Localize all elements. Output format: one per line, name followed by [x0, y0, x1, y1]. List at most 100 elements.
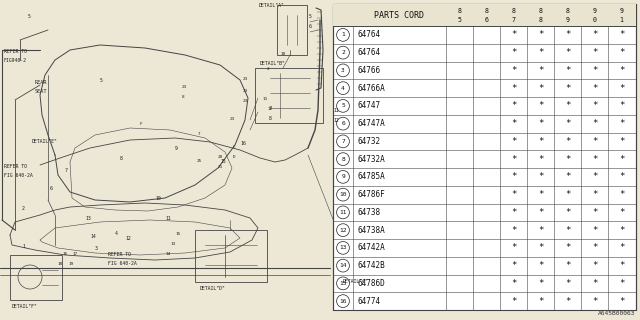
Text: 11: 11 — [339, 210, 347, 215]
Text: *: * — [511, 155, 516, 164]
Text: 15: 15 — [220, 159, 226, 164]
Text: *: * — [538, 279, 543, 288]
Text: 9: 9 — [593, 8, 596, 13]
Text: *: * — [511, 66, 516, 75]
Text: 10: 10 — [339, 192, 347, 197]
Text: 5: 5 — [341, 103, 345, 108]
Text: 3: 3 — [95, 246, 98, 251]
Text: *: * — [619, 244, 624, 252]
Text: *: * — [511, 208, 516, 217]
Text: 6: 6 — [50, 186, 53, 191]
Text: 64764: 64764 — [357, 48, 380, 57]
Text: *: * — [592, 190, 597, 199]
Text: 64766A: 64766A — [357, 84, 385, 92]
Text: DETAIL"C": DETAIL"C" — [343, 279, 369, 284]
Text: 4: 4 — [115, 231, 118, 236]
Text: *: * — [538, 190, 543, 199]
Text: 16: 16 — [240, 141, 246, 146]
Text: *: * — [511, 261, 516, 270]
Bar — [333, 4, 636, 26]
Text: *: * — [538, 101, 543, 110]
Text: *: * — [619, 279, 624, 288]
Text: *: * — [592, 48, 597, 57]
Text: *: * — [565, 279, 570, 288]
Text: 8: 8 — [269, 116, 272, 121]
Text: *: * — [592, 155, 597, 164]
Text: 8: 8 — [484, 8, 488, 13]
Text: *: * — [592, 101, 597, 110]
Text: *: * — [619, 155, 624, 164]
Text: 64786F: 64786F — [357, 190, 385, 199]
Text: *: * — [565, 244, 570, 252]
Text: 8: 8 — [538, 8, 543, 13]
Text: 2: 2 — [267, 67, 269, 71]
Text: *: * — [619, 48, 624, 57]
Bar — [0, 0, 332, 320]
Text: *: * — [619, 172, 624, 181]
Text: *: * — [565, 119, 570, 128]
Text: 64764: 64764 — [357, 30, 380, 39]
Text: 6: 6 — [484, 17, 488, 23]
Text: *: * — [619, 66, 624, 75]
Text: 16: 16 — [62, 252, 67, 256]
Text: *: * — [538, 297, 543, 306]
Text: 15: 15 — [339, 281, 347, 286]
Text: 12: 12 — [125, 236, 131, 241]
Text: *: * — [619, 137, 624, 146]
Text: 64742B: 64742B — [357, 261, 385, 270]
Text: *: * — [565, 208, 570, 217]
Text: *: * — [538, 119, 543, 128]
Text: 64742A: 64742A — [357, 244, 385, 252]
Text: *: * — [565, 261, 570, 270]
Text: 13: 13 — [170, 242, 175, 246]
Text: 1: 1 — [341, 32, 345, 37]
Text: 64785A: 64785A — [357, 172, 385, 181]
Text: *: * — [565, 137, 570, 146]
Text: F: F — [140, 122, 143, 126]
Text: 12: 12 — [339, 228, 347, 233]
Text: FIG 640-2A: FIG 640-2A — [4, 173, 33, 178]
Text: 8: 8 — [120, 156, 123, 161]
Text: REAR: REAR — [35, 80, 47, 85]
Text: 6: 6 — [309, 24, 312, 29]
Text: *: * — [538, 261, 543, 270]
Text: 5: 5 — [458, 17, 461, 23]
Text: 12: 12 — [267, 107, 272, 111]
Text: *: * — [511, 172, 516, 181]
Text: 2: 2 — [22, 206, 25, 211]
Text: DETAIL"E": DETAIL"E" — [32, 139, 58, 144]
Text: 7: 7 — [65, 168, 68, 173]
Text: 64732: 64732 — [357, 137, 380, 146]
Text: REFER TO: REFER TO — [4, 49, 27, 54]
Text: *: * — [592, 30, 597, 39]
Text: 11: 11 — [165, 216, 171, 221]
Text: *: * — [538, 172, 543, 181]
Text: 8: 8 — [458, 8, 461, 13]
Text: *: * — [592, 279, 597, 288]
Text: *: * — [511, 190, 516, 199]
Text: 23: 23 — [243, 77, 248, 81]
Text: 8: 8 — [511, 8, 515, 13]
Text: A645B00063: A645B00063 — [598, 311, 635, 316]
Text: FIG 640-2A: FIG 640-2A — [108, 261, 137, 266]
Text: 7: 7 — [269, 106, 272, 111]
Text: 64747: 64747 — [357, 101, 380, 110]
Text: 25: 25 — [197, 159, 202, 163]
Text: *: * — [592, 244, 597, 252]
Text: *: * — [538, 137, 543, 146]
Text: *: * — [592, 226, 597, 235]
Text: 15: 15 — [175, 232, 180, 236]
Text: 64738A: 64738A — [357, 226, 385, 235]
Text: *: * — [538, 84, 543, 92]
Text: *: * — [592, 297, 597, 306]
Text: 1: 1 — [620, 17, 623, 23]
Text: *: * — [619, 208, 624, 217]
Text: *: * — [538, 244, 543, 252]
Text: 5: 5 — [100, 78, 103, 83]
Text: 23: 23 — [182, 85, 188, 89]
Text: 64774: 64774 — [357, 297, 380, 306]
Text: 14: 14 — [90, 234, 96, 239]
Text: DETAIL"B": DETAIL"B" — [260, 61, 286, 66]
Text: 7: 7 — [511, 17, 515, 23]
Text: *: * — [592, 119, 597, 128]
